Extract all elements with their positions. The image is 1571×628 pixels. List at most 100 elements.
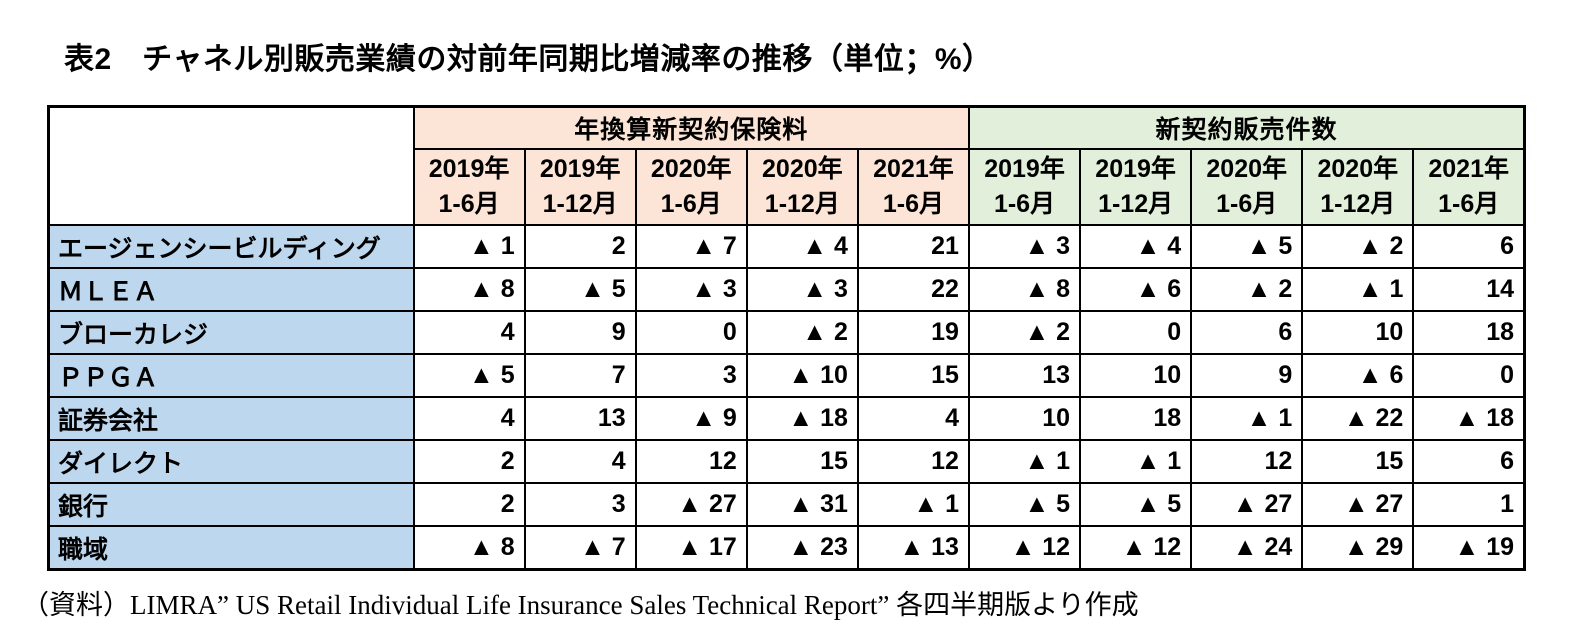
period-year: 2019年 <box>428 154 510 183</box>
value-cell: 7 <box>523 353 637 398</box>
value-cell: ▲ 8 <box>412 267 526 312</box>
table-row: ブローカレジ 4 9 0 ▲ 2 19 ▲ 2 0 6 10 18 <box>47 310 1526 355</box>
period-months: 1-12月 <box>764 190 840 218</box>
table-row: 証券会社 4 13 ▲ 9 ▲ 18 4 10 18 ▲ 1 ▲ 22 ▲ 18 <box>47 396 1526 441</box>
period-header: 2020年 1-6月 <box>634 148 748 226</box>
period-year: 2019年 <box>1095 154 1176 183</box>
value-cell: ▲ 9 <box>634 396 748 441</box>
group-header-row: 年換算新契約保険料 新契約販売件数 <box>47 105 1526 226</box>
source-note: （資料）LIMRA” US Retail Individual Life Ins… <box>22 590 1139 620</box>
value-cell: 2 <box>412 482 526 527</box>
value-cell: ▲ 27 <box>1301 482 1415 527</box>
value-cell: 6 <box>1412 224 1526 269</box>
value-cell: ▲ 17 <box>634 525 748 571</box>
channel-performance-table: 年換算新契約保険料 新契約販売件数 2019年 1-6月 2019年 1-12月 202… <box>47 105 1526 571</box>
value-cell: ▲ 2 <box>745 310 859 355</box>
value-cell: 0 <box>1412 353 1526 398</box>
value-cell: ▲ 10 <box>745 353 859 398</box>
value-cell: ▲ 8 <box>967 267 1082 312</box>
period-months: 1-12月 <box>542 190 618 218</box>
value-cell: 10 <box>1079 353 1193 398</box>
period-year: 2020年 <box>1317 154 1399 183</box>
table-row: ＭＬＥＡ ▲ 8 ▲ 5 ▲ 3 ▲ 3 22 ▲ 8 ▲ 6 ▲ 2 ▲ 1 14 <box>47 267 1526 312</box>
value-cell: 14 <box>1412 267 1526 312</box>
table-row: 職域 ▲ 8 ▲ 7 ▲ 17 ▲ 23 ▲ 13 ▲ 12 ▲ 12 ▲ 24 ▲ 29 ▲ 19 <box>47 525 1526 571</box>
value-cell: ▲ 7 <box>523 525 637 571</box>
value-cell: 0 <box>634 310 748 355</box>
value-cell: 4 <box>412 310 526 355</box>
value-cell: 15 <box>745 439 859 484</box>
value-cell: ▲ 19 <box>1412 525 1526 571</box>
value-cell: ▲ 3 <box>745 267 859 312</box>
value-cell: 4 <box>856 396 970 441</box>
value-cell: 13 <box>523 396 637 441</box>
value-cell: ▲ 5 <box>1079 482 1193 527</box>
value-cell: ▲ 1 <box>1190 396 1304 441</box>
value-cell: ▲ 2 <box>967 310 1082 355</box>
period-header: 2020年 1-6月 <box>1190 148 1304 226</box>
period-year: 2019年 <box>984 154 1065 183</box>
value-cell: ▲ 8 <box>412 525 526 571</box>
row-label: ＰＰＧＡ <box>47 353 415 398</box>
value-cell: 22 <box>856 267 970 312</box>
period-months: 1-6月 <box>1216 190 1278 218</box>
table-row: 銀行 2 3 ▲ 27 ▲ 31 ▲ 1 ▲ 5 ▲ 5 ▲ 27 ▲ 27 1 <box>47 482 1526 527</box>
table-row: ダイレクト 2 4 12 15 12 ▲ 1 ▲ 1 12 15 6 <box>47 439 1526 484</box>
period-months: 1-6月 <box>1438 190 1500 218</box>
value-cell: ▲ 3 <box>634 267 748 312</box>
group-header-premium: 年換算新契約保険料 <box>412 105 970 150</box>
value-cell: ▲ 12 <box>967 525 1082 571</box>
value-cell: ▲ 22 <box>1301 396 1415 441</box>
period-year: 2019年 <box>539 154 621 183</box>
page-title: 表2 チャネル別販売業績の対前年同期比増減率の推移（単位；%） <box>64 43 993 76</box>
value-cell: ▲ 5 <box>412 353 526 398</box>
value-cell: 21 <box>856 224 970 269</box>
value-cell: 15 <box>856 353 970 398</box>
value-cell: ▲ 13 <box>856 525 970 571</box>
value-cell: 13 <box>967 353 1082 398</box>
period-year: 2021年 <box>873 154 954 183</box>
period-header: 2021年 1-6月 <box>856 148 970 226</box>
value-cell: ▲ 31 <box>745 482 859 527</box>
value-cell: ▲ 2 <box>1301 224 1415 269</box>
group-header-policies: 新契約販売件数 <box>967 105 1526 150</box>
value-cell: ▲ 1 <box>412 224 526 269</box>
value-cell: ▲ 7 <box>634 224 748 269</box>
value-cell: 0 <box>1079 310 1193 355</box>
value-cell: ▲ 1 <box>1079 439 1193 484</box>
value-cell: ▲ 18 <box>1412 396 1526 441</box>
row-label: エージェンシービルディング <box>47 224 415 269</box>
page: 表2 チャネル別販売業績の対前年同期比増減率の推移（単位；%） 年換算新契約保険… <box>0 34 1571 628</box>
row-label: 職域 <box>47 525 415 571</box>
period-year: 2020年 <box>650 154 732 183</box>
period-year: 2020年 <box>762 154 843 183</box>
value-cell: 9 <box>523 310 637 355</box>
value-cell: ▲ 12 <box>1079 525 1193 571</box>
row-label: 証券会社 <box>47 396 415 441</box>
value-cell: ▲ 27 <box>634 482 748 527</box>
value-cell: ▲ 5 <box>967 482 1082 527</box>
period-header-row: 2019年 1-6月 2019年 1-12月 2020年 1-6月 2020年 1-12月 20… <box>49 148 1526 226</box>
value-cell: ▲ 1 <box>1301 267 1415 312</box>
value-cell: 6 <box>1190 310 1304 355</box>
period-months: 1-6月 <box>438 190 500 218</box>
value-cell: 1 <box>1412 482 1526 527</box>
value-cell: 15 <box>1301 439 1415 484</box>
period-months: 1-6月 <box>882 190 944 218</box>
period-year: 2021年 <box>1428 154 1509 183</box>
period-header: 2019年 1-12月 <box>523 148 637 226</box>
value-cell: 18 <box>1079 396 1193 441</box>
value-cell: ▲ 6 <box>1301 353 1415 398</box>
value-cell: ▲ 29 <box>1301 525 1415 571</box>
period-months: 1-12月 <box>1098 190 1174 218</box>
value-cell: 10 <box>967 396 1082 441</box>
value-cell: 12 <box>856 439 970 484</box>
value-cell: ▲ 1 <box>856 482 970 527</box>
period-year: 2020年 <box>1206 154 1288 183</box>
value-cell: ▲ 4 <box>745 224 859 269</box>
period-header: 2020年 1-12月 <box>1301 148 1415 226</box>
period-header: 2021年 1-6月 <box>1412 148 1526 226</box>
value-cell: 2 <box>523 224 637 269</box>
value-cell: 12 <box>1190 439 1304 484</box>
